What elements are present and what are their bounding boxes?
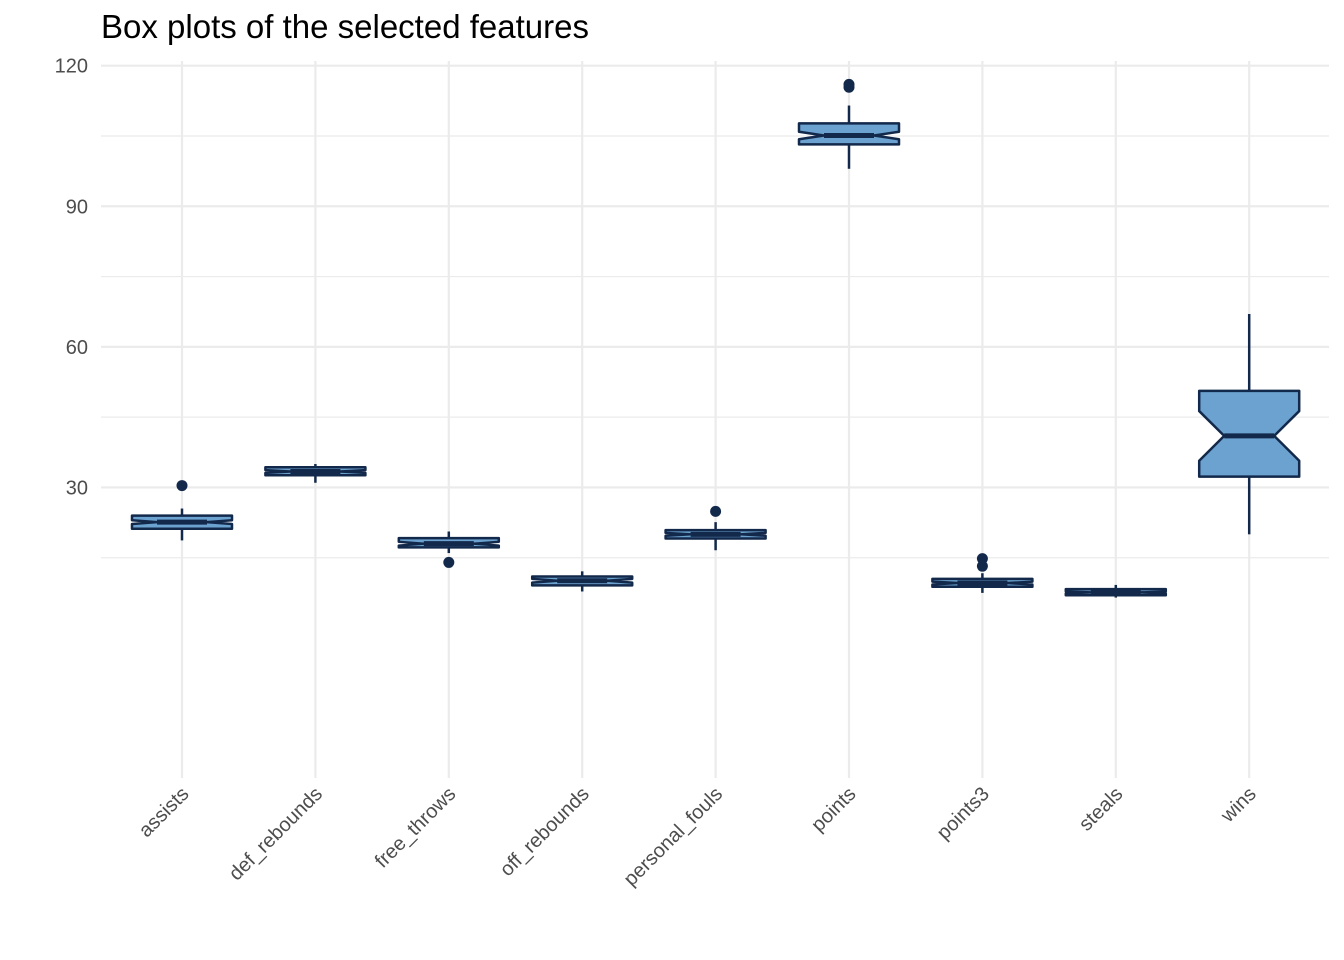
box-personal-fouls [664, 505, 767, 551]
chart-title: Box plots of the selected features [101, 8, 589, 45]
outlier-point [710, 505, 722, 517]
box-off-rebounds [530, 571, 634, 592]
x-tick-label: points3 [933, 783, 994, 844]
box-points3 [931, 553, 1034, 593]
x-tick-label: personal_fouls [620, 783, 728, 891]
y-tick-label: 60 [66, 337, 88, 359]
grid-layer [101, 61, 1329, 778]
x-tick-label: off_rebounds [496, 783, 594, 881]
x-tick-label: free_throws [371, 783, 460, 872]
x-tick-label: steals [1075, 783, 1128, 836]
box-steals [1064, 584, 1168, 598]
box-def-rebounds [264, 464, 367, 483]
y-tick-label: 30 [66, 477, 88, 499]
outlier-point [843, 78, 855, 90]
box-wins [1197, 314, 1301, 535]
x-tick-label: points [807, 783, 860, 836]
x-tick-label: wins [1216, 783, 1261, 828]
x-tick-label: assists [135, 783, 194, 842]
y-axis: 30 60 90 120 [55, 56, 88, 500]
outlier-point [176, 480, 188, 492]
box-free-throws [397, 531, 501, 568]
box-points [797, 78, 901, 169]
y-tick-label: 120 [55, 56, 88, 78]
outlier-point [443, 556, 455, 568]
outlier-point [976, 553, 988, 565]
y-tick-label: 90 [66, 196, 88, 218]
x-axis: assists def_rebounds free_throws off_reboun… [135, 783, 1261, 891]
box-layer [130, 78, 1301, 598]
box-assists [130, 480, 234, 541]
x-tick-label: def_rebounds [225, 783, 327, 885]
